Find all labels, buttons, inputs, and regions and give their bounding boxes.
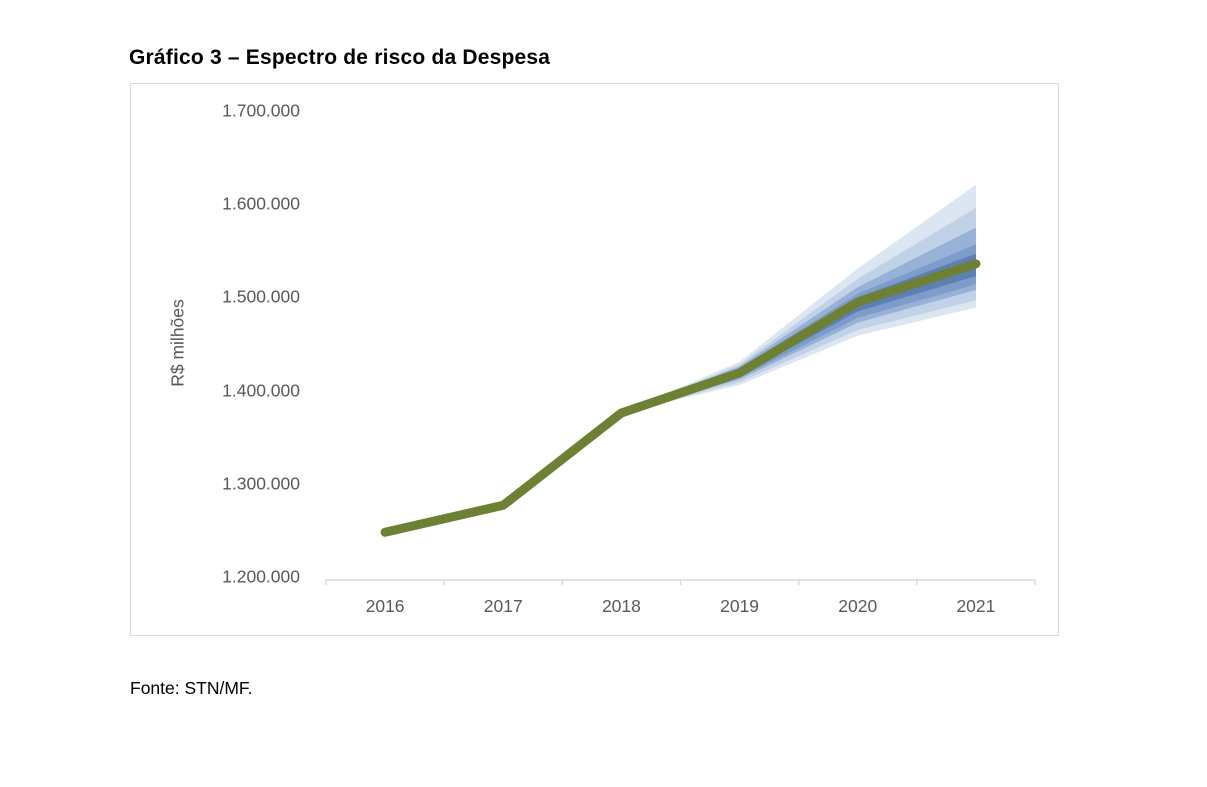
y-axis-tick-label: 1.400.000 <box>222 380 300 401</box>
y-axis-tick-label: 1.700.000 <box>222 100 300 121</box>
x-axis-tick-label: 2019 <box>720 596 760 616</box>
fan-band-3 <box>621 227 976 413</box>
x-axis-tick-label: 2018 <box>601 596 641 616</box>
y-axis-title: R$ milhões <box>167 299 188 387</box>
y-axis-tick-label: 1.600.000 <box>222 193 300 214</box>
x-axis-tick-label: 2021 <box>956 596 996 616</box>
chart-title: Gráfico 3 – Espectro de risco da Despesa <box>129 46 551 69</box>
y-axis-tick-label: 1.200.000 <box>222 566 300 587</box>
fan-chart-plot <box>325 184 1036 585</box>
chart-frame <box>130 83 1059 636</box>
y-axis-tick-label: 1.500.000 <box>222 286 300 307</box>
central-projection-line <box>380 259 981 537</box>
x-axis-tick-label: 2017 <box>483 596 523 616</box>
x-axis-tick-label: 2016 <box>365 596 405 616</box>
y-axis-tick-label: 1.300.000 <box>222 473 300 494</box>
source-note: Fonte: STN/MF. <box>130 678 253 698</box>
fan-band-4 <box>621 207 976 413</box>
x-axis-tick-label: 2020 <box>838 596 878 616</box>
